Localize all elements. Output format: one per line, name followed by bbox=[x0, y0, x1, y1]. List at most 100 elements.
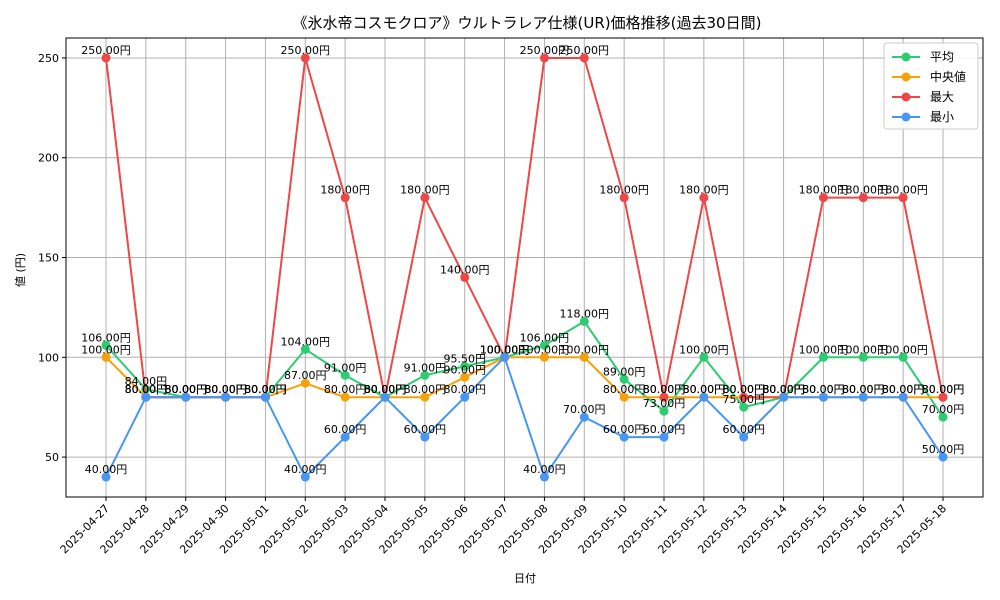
data-point bbox=[818, 352, 828, 362]
data-label: 80.00円 bbox=[244, 383, 287, 396]
data-label: 104.00円 bbox=[281, 335, 331, 348]
data-label: 80.00円 bbox=[204, 383, 247, 396]
data-label: 180.00円 bbox=[878, 184, 928, 197]
data-point bbox=[101, 472, 111, 482]
legend-swatch-marker bbox=[901, 52, 911, 62]
data-point bbox=[898, 352, 908, 362]
data-label: 40.00円 bbox=[284, 463, 327, 476]
data-point bbox=[340, 370, 350, 380]
data-label: 180.00円 bbox=[799, 184, 849, 197]
data-point bbox=[340, 193, 350, 203]
data-label: 80.00円 bbox=[364, 383, 407, 396]
data-point bbox=[938, 392, 948, 402]
y-tick-label: 150 bbox=[38, 252, 59, 265]
data-label: 84.00円 bbox=[125, 375, 168, 388]
data-point bbox=[380, 392, 390, 402]
y-tick-label: 50 bbox=[45, 451, 59, 464]
data-point bbox=[340, 432, 350, 442]
data-label: 80.00円 bbox=[762, 383, 805, 396]
data-point bbox=[500, 352, 510, 362]
data-point bbox=[300, 53, 310, 63]
data-point bbox=[818, 193, 828, 203]
legend-entry-label: 平均 bbox=[930, 50, 954, 64]
data-point bbox=[460, 372, 470, 382]
data-label: 50.00円 bbox=[922, 443, 965, 456]
chart-title: 《氷水帝コスモクロア》ウルトラレア仕様(UR)価格推移(過去30日間) bbox=[293, 14, 762, 32]
data-label: 80.00円 bbox=[364, 383, 407, 396]
data-label: 100.00円 bbox=[679, 343, 729, 356]
data-point bbox=[460, 392, 470, 402]
data-point bbox=[938, 452, 948, 462]
data-point bbox=[420, 432, 430, 442]
data-label: 180.00円 bbox=[400, 184, 450, 197]
data-label: 80.00円 bbox=[603, 383, 646, 396]
data-point bbox=[420, 193, 430, 203]
data-label: 70.00円 bbox=[922, 403, 965, 416]
data-point bbox=[699, 392, 709, 402]
data-label: 80.00円 bbox=[722, 383, 765, 396]
data-label: 60.00円 bbox=[643, 423, 686, 436]
data-labels: 106.00円84.00円80.00円80.00円80.00円104.00円91… bbox=[81, 44, 964, 476]
data-point bbox=[579, 316, 589, 326]
data-point bbox=[659, 392, 669, 402]
y-tick-label: 200 bbox=[38, 152, 59, 165]
data-point bbox=[460, 361, 470, 371]
data-point bbox=[739, 392, 749, 402]
data-point bbox=[818, 392, 828, 402]
data-label: 80.00円 bbox=[762, 383, 805, 396]
data-label: 80.00円 bbox=[125, 383, 168, 396]
data-label: 80.00円 bbox=[683, 383, 726, 396]
data-point bbox=[260, 392, 270, 402]
data-label: 80.00円 bbox=[882, 383, 925, 396]
data-label: 100.00円 bbox=[480, 343, 530, 356]
data-point bbox=[340, 392, 350, 402]
data-label: 80.00円 bbox=[204, 383, 247, 396]
data-label: 80.00円 bbox=[125, 383, 168, 396]
data-label: 100.00円 bbox=[560, 343, 610, 356]
data-point bbox=[420, 370, 430, 380]
data-label: 100.00円 bbox=[839, 343, 889, 356]
y-axis-label: 値 (円) bbox=[14, 253, 27, 287]
data-label: 250.00円 bbox=[520, 44, 570, 57]
data-label: 180.00円 bbox=[839, 184, 889, 197]
data-label: 80.00円 bbox=[164, 383, 207, 396]
data-label: 180.00円 bbox=[599, 184, 649, 197]
data-label: 80.00円 bbox=[164, 383, 207, 396]
data-point bbox=[619, 193, 629, 203]
data-point bbox=[659, 432, 669, 442]
data-label: 250.00円 bbox=[281, 44, 331, 57]
data-label: 80.00円 bbox=[164, 383, 207, 396]
data-point bbox=[300, 472, 310, 482]
data-point bbox=[539, 352, 549, 362]
data-label: 80.00円 bbox=[364, 383, 407, 396]
data-point bbox=[858, 352, 868, 362]
series-line bbox=[105, 355, 944, 480]
data-label: 91.00円 bbox=[404, 361, 447, 374]
data-label: 87.00円 bbox=[284, 369, 327, 382]
data-point bbox=[699, 352, 709, 362]
data-label: 106.00円 bbox=[81, 331, 131, 344]
data-label: 80.00円 bbox=[643, 383, 686, 396]
data-label: 180.00円 bbox=[679, 184, 729, 197]
series-lines bbox=[101, 53, 948, 482]
data-label: 60.00円 bbox=[404, 423, 447, 436]
legend-swatch-marker bbox=[901, 72, 911, 82]
data-point bbox=[579, 412, 589, 422]
data-label: 75.00円 bbox=[722, 393, 765, 406]
data-label: 95.50円 bbox=[443, 352, 486, 365]
data-point bbox=[659, 406, 669, 416]
data-label: 80.00円 bbox=[922, 383, 965, 396]
data-label: 80.00円 bbox=[324, 383, 367, 396]
data-label: 80.00円 bbox=[882, 383, 925, 396]
data-label: 100.00円 bbox=[480, 343, 530, 356]
data-label: 80.00円 bbox=[922, 383, 965, 396]
legend-box bbox=[883, 42, 979, 130]
data-label: 80.00円 bbox=[244, 383, 287, 396]
data-point bbox=[141, 392, 151, 402]
data-label: 80.00円 bbox=[802, 383, 845, 396]
data-point bbox=[420, 392, 430, 402]
data-label: 80.00円 bbox=[164, 383, 207, 396]
plot-area bbox=[65, 37, 984, 498]
